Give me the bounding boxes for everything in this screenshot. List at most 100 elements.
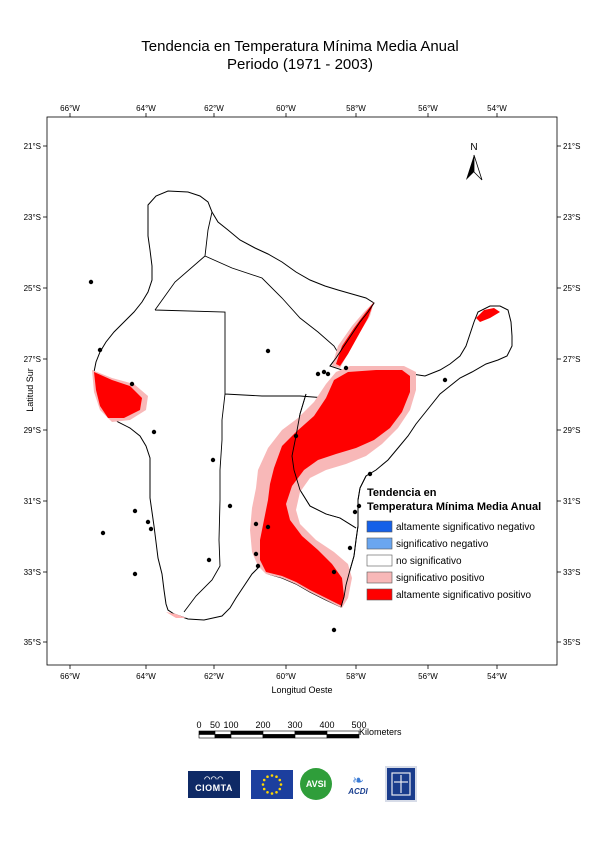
station-dot bbox=[265, 348, 271, 354]
station-dot bbox=[442, 377, 448, 383]
station-dot bbox=[331, 627, 337, 633]
station-dot bbox=[293, 433, 299, 439]
eu-star bbox=[279, 783, 283, 786]
station-dot bbox=[97, 347, 103, 353]
station-dot bbox=[88, 279, 94, 285]
legend-label: altamente significativo negativo bbox=[396, 522, 535, 533]
map-title: Tendencia en Temperatura Mínima Media An… bbox=[141, 38, 459, 55]
ciomta-logo-mark: ◠◠◠ bbox=[204, 776, 224, 783]
zone-river-north bbox=[336, 302, 374, 366]
lon-tick-label-top: 60°W bbox=[276, 104, 296, 113]
tick-labels: 66°W 66°W 64°W 64°W 62°W 62°W 60°W 60°W 58°W 58°W… bbox=[24, 104, 581, 681]
legend-label: no significativo bbox=[396, 556, 462, 567]
lat-tick-label-right: 25°S bbox=[563, 284, 580, 293]
eu-star bbox=[275, 790, 278, 794]
station-dot bbox=[132, 508, 138, 514]
zone-west bbox=[94, 372, 142, 418]
legend-swatch bbox=[366, 571, 393, 584]
scale-segment-bottom bbox=[230, 734, 264, 739]
legend-title-line2: Temperatura Mínima Media Anual bbox=[367, 501, 541, 513]
eu-star bbox=[278, 787, 282, 791]
lat-tick-label-left: 23°S bbox=[24, 213, 41, 222]
avsi-logo: AVSI bbox=[300, 768, 332, 800]
eu-star bbox=[270, 774, 274, 777]
lat-tick-label-left: 27°S bbox=[24, 355, 41, 364]
zone-south-tip bbox=[166, 612, 186, 618]
scale-label: 50 bbox=[210, 720, 220, 730]
eu-star bbox=[262, 778, 266, 782]
scale-label: 0 bbox=[196, 720, 201, 730]
scale-segment-top bbox=[262, 730, 296, 735]
eu-star bbox=[266, 790, 269, 794]
lon-tick-label-top: 66°W bbox=[60, 104, 80, 113]
station-dot bbox=[356, 503, 362, 509]
scale-label: 100 bbox=[223, 720, 238, 730]
scale-segment-bottom bbox=[214, 734, 232, 739]
acdi-leaf-icon: ❧ bbox=[352, 771, 364, 788]
scale-label: 300 bbox=[287, 720, 302, 730]
scale-segment-bottom bbox=[294, 734, 328, 739]
y-axis-label: Latitud Sur bbox=[25, 368, 35, 412]
station-dot bbox=[227, 503, 233, 509]
lon-tick-label-top: 58°W bbox=[346, 104, 366, 113]
lat-tick-label-left: 31°S bbox=[24, 497, 41, 506]
north-arrow-right bbox=[473, 154, 483, 181]
lat-tick-label-right: 27°S bbox=[563, 355, 580, 364]
station-dot bbox=[321, 369, 327, 375]
station-dot bbox=[148, 526, 154, 532]
eu-star bbox=[270, 792, 274, 795]
lat-tick-label-right: 29°S bbox=[563, 426, 580, 435]
eu-star bbox=[262, 787, 266, 791]
station-dot bbox=[151, 429, 157, 435]
eu-star bbox=[275, 775, 278, 779]
lat-tick-label-right: 35°S bbox=[563, 638, 580, 647]
station-dot bbox=[145, 519, 151, 525]
lon-tick-label-bottom: 66°W bbox=[60, 672, 80, 681]
internal-borders bbox=[154, 211, 357, 613]
map-subtitle: Periodo (1971 - 2003) bbox=[227, 56, 373, 73]
scale-label: 200 bbox=[255, 720, 270, 730]
tick-marks bbox=[43, 113, 561, 669]
acdi-logo-text: ACDI bbox=[348, 786, 368, 796]
lat-tick-label-left: 35°S bbox=[24, 638, 41, 647]
lon-tick-label-bottom: 58°W bbox=[346, 672, 366, 681]
zone-highly-significant-positive bbox=[260, 370, 410, 606]
lon-tick-label-top: 54°W bbox=[487, 104, 507, 113]
scale-segment-top bbox=[214, 730, 232, 735]
scale-segment-top bbox=[294, 730, 328, 735]
scale-segment-top bbox=[326, 730, 360, 735]
lat-tick-label-right: 33°S bbox=[563, 568, 580, 577]
ciomta-logo: ◠◠◠ CIOMTA bbox=[188, 771, 240, 798]
zone-northeast bbox=[476, 308, 500, 322]
scale-label: 500 bbox=[351, 720, 366, 730]
x-axis-label: Longitud Oeste bbox=[271, 685, 332, 695]
lon-tick-label-top: 64°W bbox=[136, 104, 156, 113]
lat-tick-label-right: 31°S bbox=[563, 497, 580, 506]
legend-label: altamente significativo positivo bbox=[396, 590, 532, 601]
scale-blocks bbox=[198, 730, 360, 739]
station-dot bbox=[255, 563, 261, 569]
legend-label: significativo negativo bbox=[396, 539, 489, 550]
legend-swatch bbox=[366, 520, 393, 533]
river-border bbox=[291, 302, 375, 608]
station-dot bbox=[343, 365, 349, 371]
scale-segment-top bbox=[198, 730, 216, 735]
ciomta-logo-text: CIOMTA bbox=[195, 783, 233, 793]
legend-items: altamente significativo negativo signific… bbox=[366, 520, 535, 601]
station-dot bbox=[347, 545, 353, 551]
scale-bar: 0 50 100 200 300 400 500 Kilometers bbox=[196, 720, 402, 739]
lat-tick-label-left: 21°S bbox=[24, 142, 41, 151]
legend-swatch bbox=[366, 554, 393, 567]
north-arrow-left bbox=[466, 155, 474, 180]
station-dot bbox=[206, 557, 212, 563]
eu-star bbox=[278, 778, 282, 782]
scale-segment-top bbox=[230, 730, 264, 735]
lon-tick-label-bottom: 60°W bbox=[276, 672, 296, 681]
north-arrow: N bbox=[466, 142, 483, 181]
weather-stations bbox=[88, 279, 448, 633]
station-dot bbox=[325, 371, 331, 377]
north-arrow-label: N bbox=[470, 142, 477, 153]
lon-tick-label-bottom: 64°W bbox=[136, 672, 156, 681]
lon-tick-label-bottom: 62°W bbox=[204, 672, 224, 681]
legend: Tendencia en Temperatura Mínima Media An… bbox=[366, 487, 541, 601]
